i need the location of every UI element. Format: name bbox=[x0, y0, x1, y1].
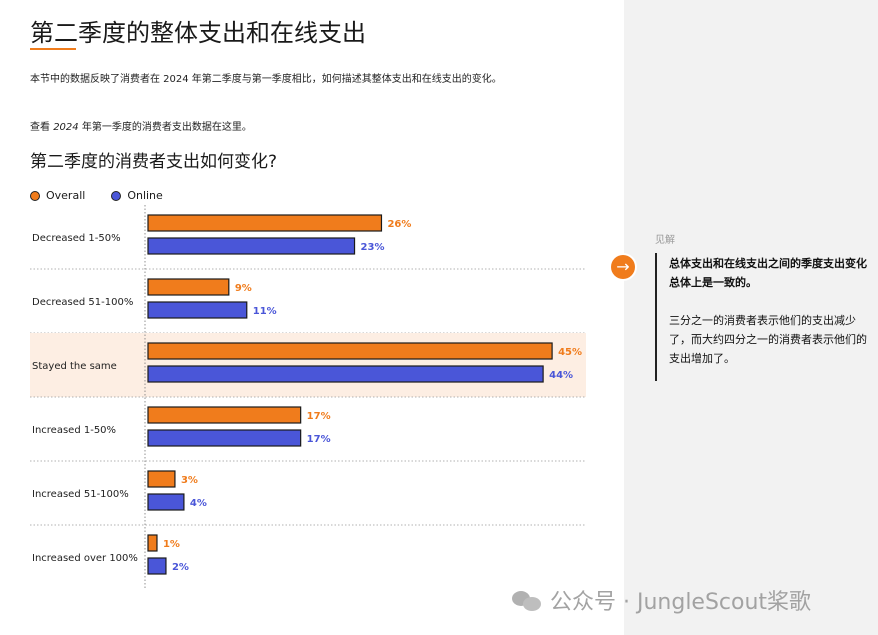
data-label-overall: 9% bbox=[235, 283, 252, 294]
data-label-overall: 1% bbox=[163, 539, 180, 550]
chart-legend: Overall Online bbox=[30, 189, 163, 202]
category-label: Decreased 1-50% bbox=[32, 233, 121, 244]
arrow-right-icon[interactable]: → bbox=[611, 255, 635, 279]
legend-item-online: Online bbox=[111, 189, 163, 202]
insight-panel bbox=[624, 0, 878, 635]
insight-headline: 总体支出和在线支出之间的季度支出变化总体上是一致的。 bbox=[669, 257, 867, 289]
data-label-online: 11% bbox=[253, 306, 277, 317]
legend-label-online: Online bbox=[127, 189, 163, 202]
category-label: Decreased 51-100% bbox=[32, 297, 133, 308]
page-title: 第二季度的整体支出和在线支出 bbox=[30, 19, 366, 47]
bar-overall bbox=[147, 406, 302, 424]
category-label: Increased 1-50% bbox=[32, 425, 116, 436]
bar-overall bbox=[147, 278, 230, 296]
legend-swatch-overall bbox=[30, 190, 40, 201]
bar-online bbox=[147, 557, 167, 575]
legend-label-overall: Overall bbox=[46, 189, 86, 202]
insight-label: 见解 bbox=[655, 235, 675, 246]
bar-overall bbox=[147, 214, 383, 232]
wechat-icon bbox=[512, 589, 542, 611]
data-label-overall: 45% bbox=[558, 347, 582, 358]
intro2-suffix: 年第一季度的消费者支出数据在这里。 bbox=[78, 122, 252, 133]
intro2-year: 2024 bbox=[53, 122, 79, 133]
bar-online bbox=[147, 237, 356, 255]
data-label-online: 17% bbox=[307, 434, 331, 445]
intro2-prefix: 查看 bbox=[30, 122, 54, 133]
watermark: 公众号 · JungleScout桨歌 bbox=[512, 584, 811, 616]
bar-overall bbox=[147, 534, 158, 552]
title-underline bbox=[30, 48, 76, 50]
insight-divider bbox=[655, 253, 657, 381]
bar-online bbox=[147, 429, 302, 447]
data-label-overall: 26% bbox=[387, 219, 411, 230]
watermark-text: 公众号 · JungleScout桨歌 bbox=[550, 590, 812, 615]
bar-overall bbox=[147, 342, 553, 360]
main-panel: 第二季度的整体支出和在线支出 本节中的数据反映了消费者在 2024 年第二季度与… bbox=[30, 19, 586, 589]
bar-online bbox=[147, 301, 248, 319]
category-label: Increased 51-100% bbox=[32, 489, 129, 500]
bar-overall bbox=[147, 470, 176, 488]
data-label-overall: 3% bbox=[181, 475, 198, 486]
data-label-overall: 17% bbox=[307, 411, 331, 422]
insight-body: 三分之一的消费者表示他们的支出减少了，而大约四分之一的消费者表示他们的支出增加了… bbox=[669, 314, 867, 365]
data-label-online: 44% bbox=[549, 370, 573, 381]
data-label-online: 4% bbox=[190, 498, 207, 509]
data-label-online: 2% bbox=[172, 562, 189, 573]
bar-online bbox=[147, 365, 544, 383]
data-label-online: 23% bbox=[361, 242, 385, 253]
legend-swatch-online bbox=[111, 190, 122, 201]
intro-text: 本节中的数据反映了消费者在 2024 年第二季度与第一季度相比，如何描述其整体支… bbox=[30, 74, 502, 85]
bar-online bbox=[147, 493, 185, 511]
legend-item-overall: Overall bbox=[30, 189, 85, 202]
category-label: Increased over 100% bbox=[32, 553, 138, 564]
intro-link-text[interactable]: 查看 2024 年第一季度的消费者支出数据在这里。 bbox=[30, 118, 252, 133]
bar-chart: Decreased 1-50% 26% 23% Decreased 51-100% 9%… bbox=[30, 205, 586, 589]
category-label: Stayed the same bbox=[32, 361, 117, 372]
chart-title: 第二季度的消费者支出如何变化? bbox=[30, 152, 278, 172]
